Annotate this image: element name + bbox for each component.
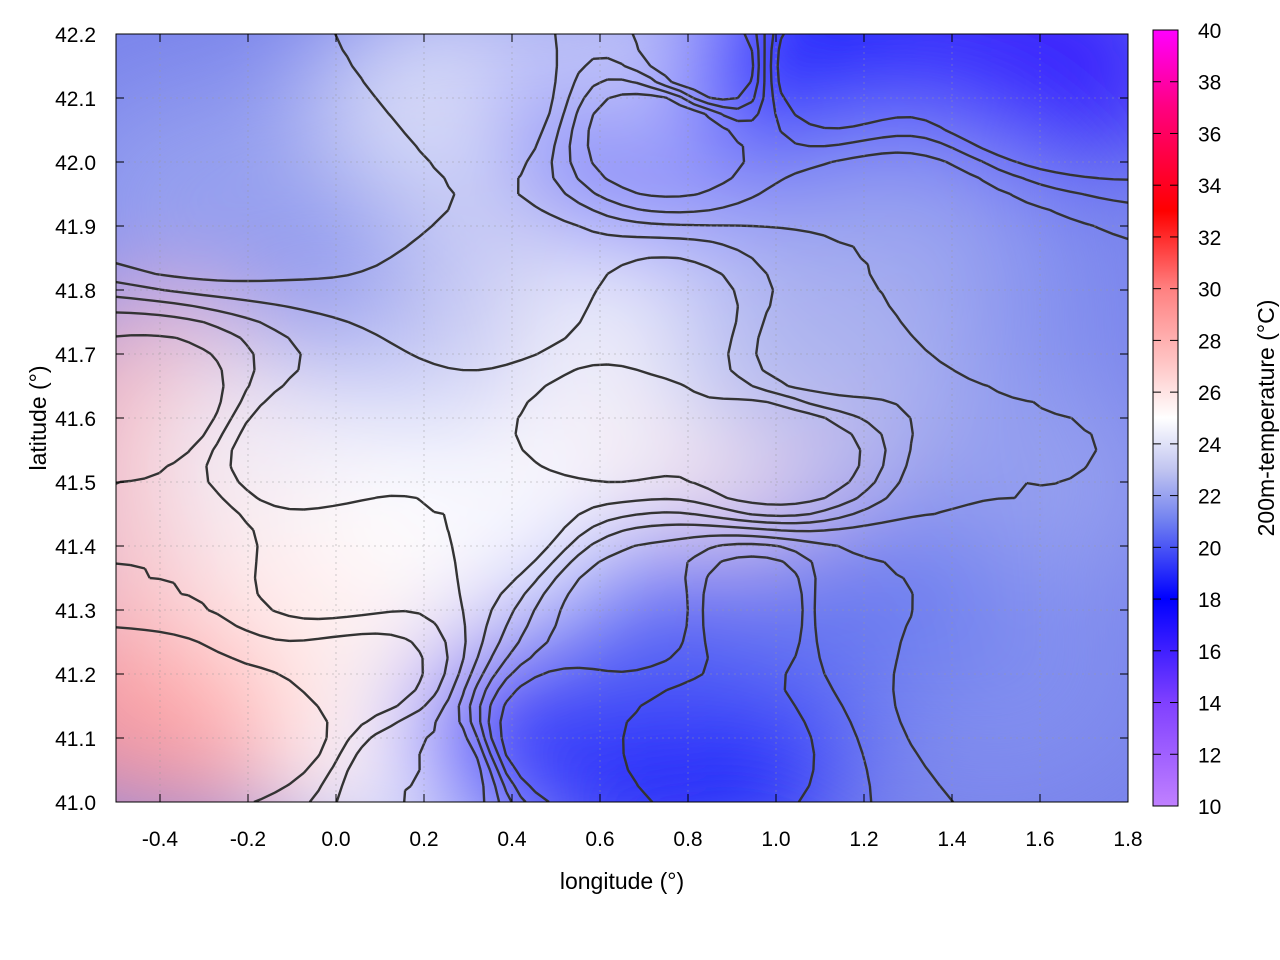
y-tick-label: 41.3	[55, 600, 96, 623]
y-tick-label: 41.4	[55, 536, 96, 559]
colorbar-tick-label: 28	[1198, 330, 1221, 353]
colorbar: 10 12 14 16 18 20 22 24 26 28 30 32 34 36 38 40 200m-te…	[1152, 20, 1279, 819]
colorbar-tick-label: 16	[1198, 641, 1221, 664]
x-tick-label: 1.2	[849, 828, 878, 851]
colorbar-tick-label: 40	[1198, 20, 1221, 43]
y-tick-label: 41.2	[55, 664, 96, 687]
y-tick-label: 41.6	[55, 408, 96, 431]
x-tick-label: 0.8	[673, 828, 702, 851]
x-tick-label: 1.0	[761, 828, 790, 851]
field-sample	[318, 404, 618, 624]
x-tick-label: -0.4	[142, 828, 179, 851]
x-tick-label: 1.4	[937, 828, 967, 851]
x-tick-label: 0.4	[497, 828, 527, 851]
contour-line	[116, 626, 329, 802]
colorbar-scale	[1152, 29, 1179, 807]
x-axis: -0.4 -0.2 0.0 0.2 0.4 0.6 0.8 1.0 1.2 1.4 1.6 1.8	[142, 34, 1143, 851]
plot-area: -0.4 -0.2 0.0 0.2 0.4 0.6 0.8 1.0 1.2 1.4 1.6 1.8 4…	[55, 24, 1143, 851]
colorbar-tick-label: 10	[1198, 796, 1221, 819]
y-tick-label: 41.1	[55, 728, 96, 751]
field-sample	[116, 84, 354, 304]
contour-line	[487, 34, 1128, 802]
isotherm-contours	[116, 34, 1128, 802]
y-axis: 41.0 41.1 41.2 41.3 41.4 41.5 41.6 41.7 41.8 41.9…	[55, 24, 1128, 815]
contour-line	[116, 311, 449, 802]
x-axis-title: longitude (°)	[560, 868, 684, 894]
x-tick-label: 0.2	[409, 828, 438, 851]
x-tick-label: 0.6	[585, 828, 614, 851]
contour-line	[622, 34, 1128, 802]
y-tick-label: 41.9	[55, 216, 96, 239]
y-tick-label: 42.2	[55, 24, 96, 47]
colorbar-tick-label: 30	[1198, 279, 1221, 302]
colorbar-tick-label: 26	[1198, 382, 1221, 405]
y-axis-title: latitude (°)	[25, 365, 51, 470]
y-tick-label: 41.7	[55, 344, 96, 367]
contour-line	[116, 295, 862, 802]
colorbar-tick-label: 34	[1198, 175, 1222, 198]
temperature-field	[116, 34, 1128, 802]
grid-lines	[116, 34, 1128, 802]
colorbar-tick-label: 36	[1198, 123, 1221, 146]
x-tick-label: 1.6	[1025, 828, 1054, 851]
colorbar-tick-label: 18	[1198, 589, 1221, 612]
colorbar-tick-label: 20	[1198, 537, 1221, 560]
y-tick-label: 41.8	[55, 280, 96, 303]
x-tick-label: -0.2	[230, 828, 266, 851]
contour-line	[499, 34, 1128, 802]
colorbar-tick-label: 32	[1198, 227, 1221, 250]
y-tick-label: 41.0	[55, 792, 96, 815]
colorbar-tick-label: 22	[1198, 486, 1221, 509]
x-tick-label: 1.8	[1113, 828, 1142, 851]
y-tick-label: 42.1	[55, 88, 96, 111]
x-tick-label: 0.0	[321, 828, 350, 851]
colorbar-tick-label: 24	[1198, 434, 1222, 457]
y-tick-label: 42.0	[55, 152, 96, 175]
y-tick-label: 41.5	[55, 472, 96, 495]
colorbar-tick-label: 38	[1198, 72, 1221, 95]
colorbar-ticks: 10 12 14 16 18 20 22 24 26 28 30 32 34 36 38 40	[1153, 20, 1222, 819]
colorbar-tick-label: 12	[1198, 744, 1221, 767]
contour-line	[116, 256, 887, 802]
colorbar-title: 200m-temperature (°C)	[1253, 300, 1279, 537]
contour-line	[116, 334, 424, 802]
colorbar-tick-label: 14	[1198, 693, 1222, 716]
